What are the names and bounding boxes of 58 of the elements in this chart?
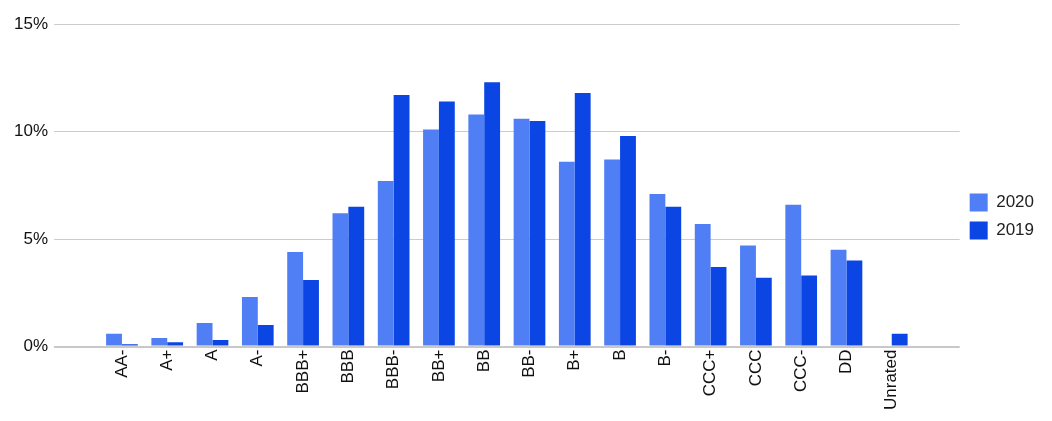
- x-tick-label: B: [609, 349, 629, 361]
- bar: [106, 333, 122, 346]
- bar: [665, 206, 682, 346]
- x-tick-label: BBB-: [383, 349, 403, 390]
- x-tick-label: A: [202, 348, 222, 361]
- bar: [604, 159, 621, 346]
- bar: [257, 325, 274, 346]
- x-tick-label: BB+: [428, 349, 448, 383]
- bar: [241, 297, 258, 346]
- bar: [710, 267, 727, 346]
- bar: [558, 161, 575, 346]
- bar: [438, 101, 455, 346]
- x-tick-label: A+: [156, 349, 176, 371]
- bar: [649, 193, 666, 346]
- bar: [151, 337, 168, 346]
- bar: [287, 251, 304, 346]
- x-tick-label: Unrated: [881, 349, 901, 410]
- x-tick-label: BB: [473, 349, 493, 373]
- bar: [830, 249, 847, 346]
- bar: [332, 213, 349, 346]
- bar: [801, 275, 818, 346]
- legend-label: 2019: [996, 220, 1035, 240]
- bar: [846, 260, 863, 346]
- y-tick-label: 5%: [23, 228, 49, 248]
- y-tick-label: 0%: [23, 336, 49, 356]
- bar: [620, 135, 636, 346]
- x-tick-label: BBB: [338, 349, 358, 384]
- x-tick-label: BB-: [519, 349, 539, 378]
- bar: [167, 342, 184, 346]
- bar: [694, 224, 711, 346]
- y-tick-label: 15%: [13, 13, 49, 33]
- bar: [785, 204, 802, 346]
- bar: [303, 279, 319, 346]
- bar: [484, 82, 501, 346]
- bar: [529, 120, 546, 346]
- bar: [348, 206, 365, 346]
- bar: [423, 129, 439, 346]
- bar: [891, 333, 908, 346]
- bar: [740, 245, 756, 346]
- bar: [196, 322, 213, 346]
- x-tick-label: B+: [564, 349, 584, 371]
- x-tick-label: AA-: [111, 349, 131, 378]
- bar: [468, 114, 485, 346]
- bar: [377, 181, 394, 346]
- y-tick-label: 10%: [13, 121, 49, 141]
- x-tick-label: A-: [247, 349, 267, 367]
- bar: [755, 277, 772, 346]
- x-tick-label: CCC-: [790, 349, 810, 393]
- x-tick-label: CCC: [745, 349, 765, 387]
- x-tick-label: CCC+: [700, 349, 720, 397]
- x-tick-label: B-: [655, 349, 675, 367]
- x-tick-label: DD: [836, 349, 856, 375]
- bar: [574, 92, 591, 346]
- bar: [393, 95, 410, 346]
- bar: [513, 118, 530, 346]
- legend-label: 2020: [996, 192, 1035, 212]
- bar: [212, 340, 229, 346]
- x-tick-label: BBB+: [292, 349, 312, 394]
